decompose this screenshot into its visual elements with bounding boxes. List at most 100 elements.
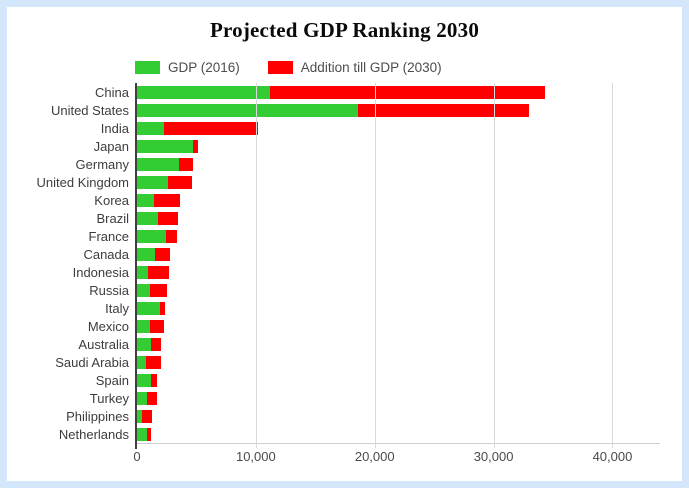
bar-segment-addition-2030[interactable]: [168, 175, 193, 189]
bar-segment-addition-2030[interactable]: [166, 229, 177, 243]
stacked-bar: [137, 301, 660, 315]
category-label: Canada: [83, 246, 129, 262]
legend-label-gdp-2016: GDP (2016): [168, 59, 240, 75]
bar-row: [137, 245, 660, 263]
bar-row: [137, 191, 660, 209]
category-label: Netherlands: [58, 426, 129, 442]
gridline: [255, 83, 257, 448]
category-label: Korea: [94, 192, 129, 208]
stacked-bar: [137, 427, 660, 441]
stacked-bar: [137, 121, 660, 135]
bar-segment-addition-2030[interactable]: [164, 121, 259, 135]
stacked-bar: [137, 85, 660, 99]
gridline: [493, 83, 495, 448]
bar-segment-gdp-2016[interactable]: [137, 247, 156, 261]
bar-segment-addition-2030[interactable]: [151, 373, 158, 387]
category-label: Spain: [95, 372, 129, 388]
stacked-bar: [137, 247, 660, 261]
x-axis-tick-label: 0: [133, 449, 141, 464]
bar-segment-addition-2030[interactable]: [146, 391, 157, 405]
stacked-bar: [137, 265, 660, 279]
bar-segment-addition-2030[interactable]: [148, 265, 170, 279]
stacked-bar: [137, 103, 660, 117]
stacked-bar: [137, 373, 660, 387]
gridline: [374, 83, 376, 448]
chart-title: Projected GDP Ranking 2030: [209, 18, 480, 42]
bar-segment-gdp-2016[interactable]: [137, 157, 179, 171]
bar-segment-gdp-2016[interactable]: [137, 409, 143, 423]
stacked-bar: [137, 337, 660, 351]
stacked-bar: [137, 391, 660, 405]
bar-segment-gdp-2016[interactable]: [137, 301, 160, 315]
bar-segment-addition-2030[interactable]: [145, 355, 161, 369]
stacked-bar: [137, 211, 660, 225]
bar-segment-addition-2030[interactable]: [150, 283, 168, 297]
bar-row: [137, 281, 660, 299]
bar-row: [137, 137, 660, 155]
bar-segment-gdp-2016[interactable]: [137, 175, 169, 189]
bar-row: [137, 209, 660, 227]
category-label: Indonesia: [72, 264, 129, 280]
category-label: United States: [50, 102, 129, 118]
legend-swatch-red: [267, 60, 293, 74]
category-label: India: [100, 120, 129, 136]
bar-segment-addition-2030[interactable]: [147, 427, 152, 441]
bar-segment-gdp-2016[interactable]: [137, 319, 151, 333]
bars-container: [137, 83, 660, 443]
bar-segment-addition-2030[interactable]: [150, 337, 161, 351]
bar-segment-addition-2030[interactable]: [154, 193, 180, 207]
category-label: Italy: [105, 300, 129, 316]
x-axis-tick-label: 30,000: [473, 449, 514, 464]
bar-segment-addition-2030[interactable]: [270, 85, 545, 99]
bar-row: [137, 371, 660, 389]
bar-row: [137, 335, 660, 353]
bar-segment-addition-2030[interactable]: [155, 247, 171, 261]
plot-area: [135, 83, 660, 449]
bar-segment-gdp-2016[interactable]: [137, 139, 194, 153]
stacked-bar: [137, 283, 660, 297]
bar-segment-gdp-2016[interactable]: [137, 355, 146, 369]
bar-row: [137, 173, 660, 191]
stacked-bar: [137, 139, 660, 153]
bar-segment-addition-2030[interactable]: [358, 103, 530, 117]
bar-segment-gdp-2016[interactable]: [137, 85, 271, 99]
category-label: China: [95, 84, 129, 100]
bar-segment-addition-2030[interactable]: [150, 319, 165, 333]
x-axis-tick-label: 20,000: [354, 449, 395, 464]
bar-segment-addition-2030[interactable]: [142, 409, 153, 423]
bar-segment-gdp-2016[interactable]: [137, 211, 159, 225]
stacked-bar: [137, 193, 660, 207]
bar-segment-addition-2030[interactable]: [178, 157, 193, 171]
stacked-bar: [137, 409, 660, 423]
legend-item-addition-2030[interactable]: Addition till GDP (2030): [267, 60, 442, 75]
x-axis-tick-labels: 0 10,000 20,000 30,000 40,000: [133, 444, 660, 466]
category-label: France: [88, 228, 129, 244]
legend: GDP (2016) Addition till GDP (2030): [135, 60, 682, 75]
bar-segment-addition-2030[interactable]: [158, 211, 178, 225]
bar-row: [137, 155, 660, 173]
bar-segment-gdp-2016[interactable]: [137, 283, 151, 297]
bar-row: [137, 83, 660, 101]
bar-segment-gdp-2016[interactable]: [137, 229, 167, 243]
bar-segment-gdp-2016[interactable]: [137, 103, 359, 117]
bar-segment-addition-2030[interactable]: [193, 139, 199, 153]
bar-segment-gdp-2016[interactable]: [137, 373, 152, 387]
bar-segment-gdp-2016[interactable]: [137, 427, 148, 441]
bar-segment-gdp-2016[interactable]: [137, 121, 165, 135]
bar-row: [137, 299, 660, 317]
bar-segment-gdp-2016[interactable]: [137, 337, 151, 351]
legend-item-gdp-2016[interactable]: GDP (2016): [135, 60, 240, 75]
stacked-bar: [137, 175, 660, 189]
bar-row: [137, 317, 660, 335]
bar-segment-gdp-2016[interactable]: [137, 265, 149, 279]
bar-row: [137, 227, 660, 245]
bar-segment-addition-2030[interactable]: [159, 301, 165, 315]
legend-swatch-green: [135, 60, 160, 74]
bar-segment-gdp-2016[interactable]: [137, 193, 155, 207]
chart-body: China United States India Japan Germany Unite…: [7, 83, 682, 449]
gridline: [612, 83, 614, 448]
x-axis-tick-label: 10,000: [235, 449, 276, 464]
bar-row: [137, 119, 660, 137]
bar-segment-gdp-2016[interactable]: [137, 391, 147, 405]
